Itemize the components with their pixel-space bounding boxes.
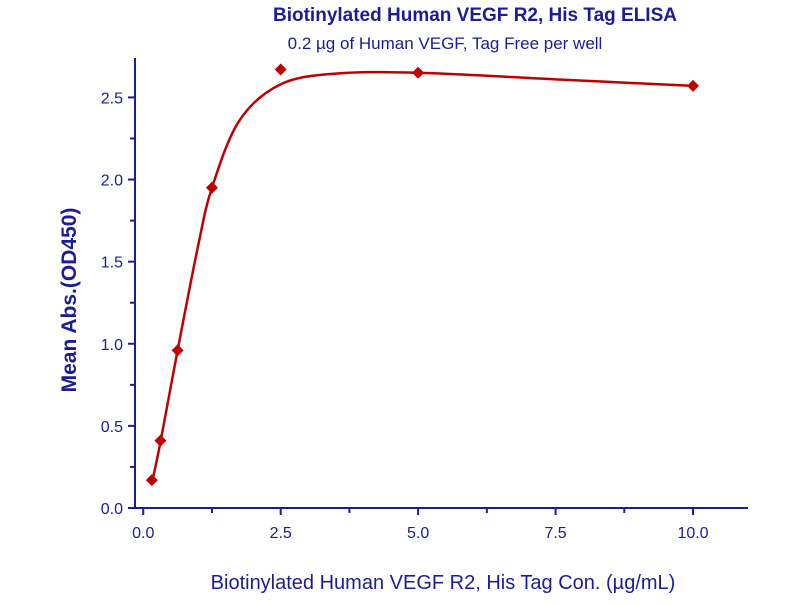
data-point <box>171 344 184 357</box>
y-axis-label: Mean Abs.(OD450) <box>58 208 81 393</box>
x-tick-label: 5.0 <box>407 525 429 542</box>
data-point <box>412 66 425 79</box>
chart-subtitle: 0.2 µg of Human VEGF, Tag Free per well <box>288 34 603 53</box>
y-tick-label: 1.0 <box>101 337 123 354</box>
fit-curve <box>150 70 694 484</box>
y-tick-label: 0.0 <box>101 501 123 518</box>
x-tick-label: 10.0 <box>677 525 708 542</box>
data-point <box>687 79 700 92</box>
x-tick-label: 7.5 <box>544 525 566 542</box>
x-tick-label: 2.5 <box>270 525 292 542</box>
data-point <box>205 181 218 194</box>
y-tick-label: 1.5 <box>101 255 123 272</box>
plot-area <box>145 63 700 487</box>
y-tick-label: 0.5 <box>101 419 123 436</box>
x-axis-label: Biotinylated Human VEGF R2, His Tag Con.… <box>211 572 676 594</box>
data-point <box>145 474 158 487</box>
chart-title: Biotinylated Human VEGF R2, His Tag ELIS… <box>273 5 677 26</box>
data-point <box>154 434 167 447</box>
axes: 0.0 2.5 5.0 7.5 10.0 0.0 0.5 1.0 1.5 2.0 2.5 <box>101 58 748 542</box>
y-tick-label: 2.5 <box>101 90 123 107</box>
data-point <box>274 63 287 76</box>
x-tick-label: 0.0 <box>132 525 154 542</box>
y-tick-label: 2.0 <box>101 173 123 190</box>
